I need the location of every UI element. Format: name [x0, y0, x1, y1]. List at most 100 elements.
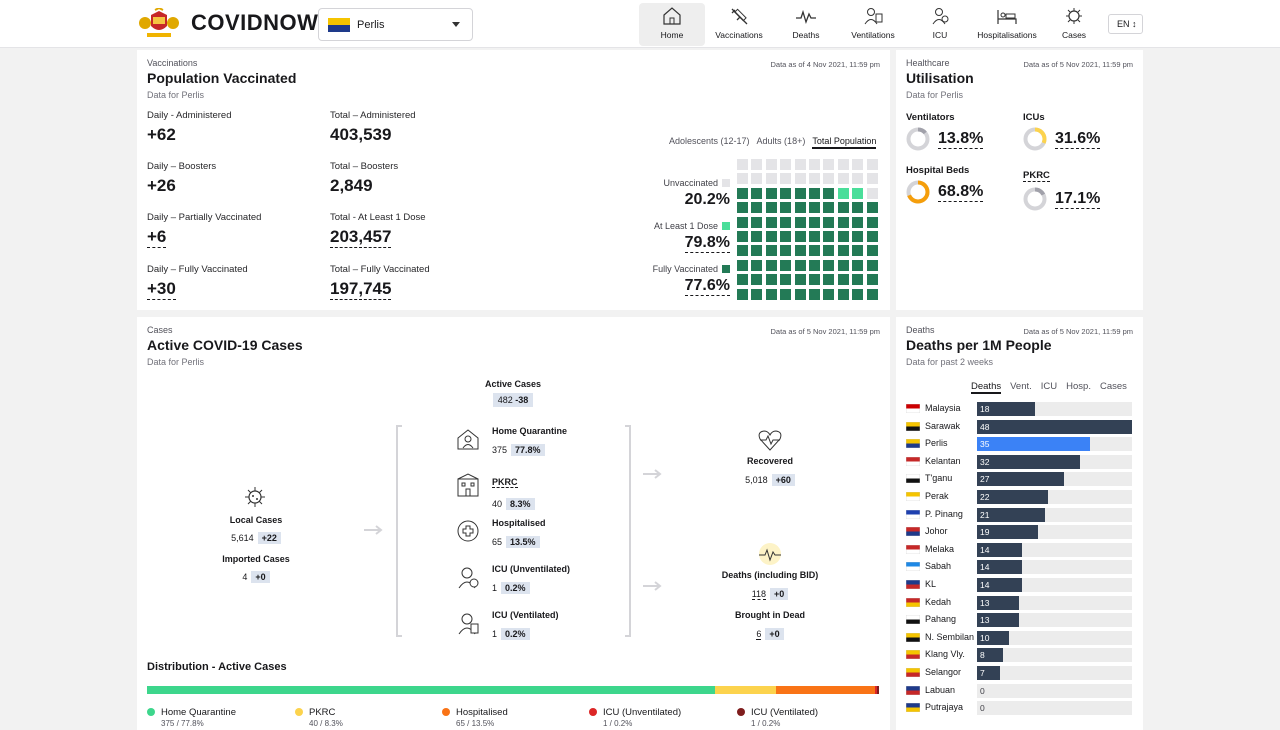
state-name: Labuan: [925, 684, 956, 695]
nav-vaccinations-label: Vaccinations: [715, 30, 763, 40]
util-pkrc[interactable]: PKRC 17.1%: [1023, 165, 1101, 211]
tab-deaths[interactable]: Deaths: [971, 381, 1002, 394]
legend-dot: [295, 708, 303, 716]
deaths-row[interactable]: Pahang 13: [906, 613, 1132, 628]
waffle-cell: [837, 159, 849, 170]
active-cases-card: Cases Active COVID-19 Cases Data for Per…: [137, 317, 890, 730]
nav-vaccinations[interactable]: Vaccinations: [705, 3, 773, 46]
active-cases-delta: -38: [515, 395, 529, 405]
util-hospital-beds[interactable]: Hospital Beds 68.8%: [906, 165, 984, 204]
stat-label: Daily – Boosters: [147, 161, 217, 172]
deaths-row[interactable]: Malaysia 18: [906, 402, 1132, 416]
data-date: Data as of 5 Nov 2021, 11:59 pm: [770, 327, 880, 336]
deaths-row[interactable]: Kelantan 32: [906, 454, 1132, 469]
malaysia-crest-logo[interactable]: [137, 8, 181, 40]
stat-total-boosters: Total – Boosters 2,849: [330, 161, 398, 196]
card-note: Data for Perlis: [147, 90, 205, 100]
deaths-row[interactable]: Putrajaya 0: [906, 701, 1132, 716]
deaths-row[interactable]: KL 14: [906, 578, 1132, 592]
card-note: Data for Perlis: [147, 357, 205, 367]
waffle-cell: [737, 202, 748, 214]
distribution-segment[interactable]: [776, 686, 875, 694]
deaths-row[interactable]: Perak 22: [906, 490, 1132, 504]
nav-cases[interactable]: Cases: [1041, 3, 1107, 46]
bar-fill: [977, 437, 1091, 452]
nav-ventilations[interactable]: Ventilations: [839, 3, 907, 46]
deaths-row[interactable]: Kedah 13: [906, 595, 1132, 610]
card-subtitle: Cases: [147, 325, 173, 335]
legend-dot: [442, 708, 450, 716]
deaths-row[interactable]: P. Pinang 21: [906, 507, 1132, 522]
active-cases-label: Active Cases: [484, 379, 542, 389]
nav-home[interactable]: Home: [639, 3, 705, 46]
bid-value[interactable]: 6: [756, 629, 762, 640]
bar-value: 27: [980, 474, 990, 485]
deaths-row[interactable]: Labuan 0: [906, 683, 1132, 698]
stat-daily-partial[interactable]: Daily – Partially Vaccinated +6: [147, 212, 261, 248]
bar-value: 22: [980, 492, 990, 502]
waffle-cell: [780, 216, 792, 228]
deaths-row[interactable]: Sabah 14: [906, 560, 1132, 575]
waffle-legend-fully-vaccinated[interactable]: Fully Vaccinated 77.6%: [653, 264, 730, 296]
bar-fill: [977, 454, 1081, 469]
state-flag-icon: [906, 685, 920, 695]
flow-percent: 8.3%: [506, 498, 535, 510]
tab-total-population[interactable]: Total Population: [812, 136, 877, 149]
deaths-row[interactable]: Selangor 7: [906, 666, 1132, 680]
bar-fill: [977, 613, 1019, 628]
stat-daily-fully[interactable]: Daily – Fully Vaccinated +30: [147, 264, 248, 300]
waffle-cell: [737, 173, 748, 185]
deaths-row[interactable]: Johor 19: [906, 525, 1132, 540]
deaths-value[interactable]: 118: [751, 589, 767, 600]
tab-hosp[interactable]: Hosp.: [1066, 381, 1091, 392]
state-flag-icon: [906, 527, 920, 537]
tab-icu[interactable]: ICU: [1040, 381, 1058, 392]
bar-fill: [977, 525, 1039, 540]
legend-label: Unvaccinated: [663, 178, 718, 188]
state-flag-icon: [906, 492, 920, 501]
nav-hospitalisations[interactable]: Hospitalisations: [973, 3, 1041, 46]
state-selector[interactable]: Perlis: [318, 8, 473, 41]
distribution-segment[interactable]: [876, 686, 879, 694]
brand-title[interactable]: COVIDNOW: [191, 10, 319, 35]
state-name: Malaysia: [925, 403, 961, 413]
language-selector[interactable]: EN ↕: [1108, 14, 1143, 34]
deaths-row[interactable]: N. Sembilan 10: [906, 630, 1132, 645]
waffle-cell: [737, 216, 748, 228]
deaths-row[interactable]: Melaka 14: [906, 542, 1132, 557]
middle-hospitalised: Hospitalised 65 13.5%: [492, 518, 546, 550]
waffle-legend-at-least-1-dose[interactable]: At Least 1 Dose 79.8%: [654, 221, 730, 253]
tab-adolescents[interactable]: Adolescents (12-17): [669, 136, 750, 146]
tab-cases[interactable]: Cases: [1099, 381, 1127, 392]
distribution-segment[interactable]: [715, 686, 776, 694]
population-tabs: Adolescents (12-17) Adults (18+) Total P…: [669, 136, 877, 149]
flow-label[interactable]: PKRC: [492, 477, 518, 488]
bar-fill: [977, 666, 1000, 680]
deaths-row[interactable]: T'ganu 27: [906, 472, 1132, 487]
deaths-row[interactable]: Sarawak 48: [906, 419, 1132, 434]
distribution-segment[interactable]: [147, 686, 716, 694]
stat-total-fully[interactable]: Total – Fully Vaccinated 197,745: [330, 264, 430, 300]
util-ventilators[interactable]: Ventilators 13.8%: [906, 112, 984, 151]
tab-vent[interactable]: Vent.: [1010, 381, 1032, 392]
waffle-cell: [780, 173, 792, 185]
nav-icu[interactable]: ICU: [907, 3, 973, 46]
bar-track: 48: [977, 419, 1132, 434]
state-flag-icon: [906, 544, 920, 554]
distribution-segment[interactable]: [874, 686, 877, 694]
util-icus[interactable]: ICUs 31.6%: [1023, 112, 1101, 151]
legend-sub: 65 / 13.5%: [456, 719, 495, 728]
deaths-row[interactable]: Perlis 35: [906, 437, 1132, 452]
bar-value: 8: [980, 650, 985, 661]
imported-cases-delta: +0: [251, 571, 270, 583]
waffle-cell: [765, 230, 777, 242]
bar-value: 19: [980, 527, 990, 538]
stat-total-at-least-1-dose[interactable]: Total - At Least 1 Dose 203,457: [330, 212, 426, 248]
deaths-row[interactable]: Klang Vly. 8: [906, 648, 1132, 663]
waffle-cell: [751, 159, 763, 170]
tab-adults[interactable]: Adults (18+): [756, 136, 806, 146]
pulse-icon: [796, 9, 816, 25]
waffle-cell: [780, 230, 792, 242]
nav-deaths[interactable]: Deaths: [773, 3, 839, 46]
flow-percent: 0.2%: [501, 582, 530, 594]
